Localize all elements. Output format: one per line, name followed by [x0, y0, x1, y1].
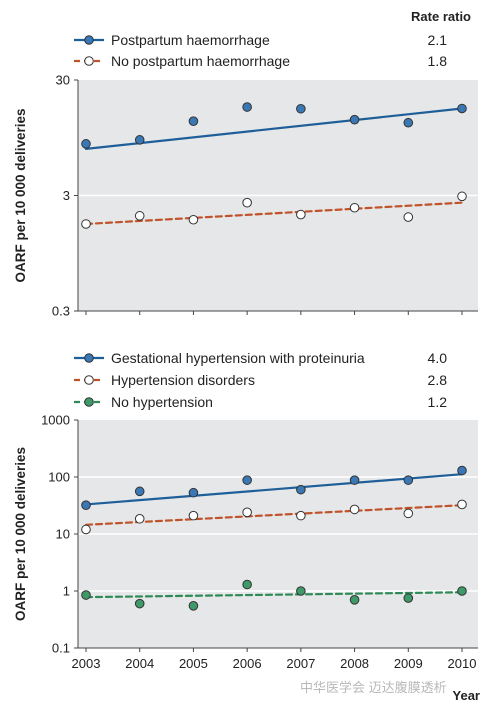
legend-label: Gestational hypertension with proteinuri… [111, 350, 365, 366]
data-point [242, 102, 252, 112]
trend-line [84, 591, 464, 599]
data-point [134, 135, 145, 145]
data-point [134, 598, 145, 609]
rate-ratio-value: 1.2 [428, 394, 448, 410]
data-point [403, 508, 414, 519]
rate-ratio-value: 2.1 [428, 32, 448, 48]
legend-swatch-marker [84, 35, 94, 45]
data-point [457, 586, 467, 596]
data-point [188, 510, 199, 521]
data-point [296, 586, 306, 596]
data-point [188, 600, 199, 611]
bottom-panel: Gestational hypertension with proteinuri… [13, 350, 480, 703]
data-point [296, 209, 306, 220]
data-point [81, 219, 91, 229]
trend-line [84, 504, 464, 526]
legend-swatch-marker [84, 397, 94, 407]
trend-line [84, 107, 464, 150]
data-point [349, 595, 360, 605]
rate-ratio-header: Rate ratio [411, 9, 471, 24]
data-point [188, 487, 199, 498]
y-tick-label: 3 [63, 188, 70, 203]
legend-label: Hypertension disorders [111, 372, 255, 388]
data-point [134, 486, 145, 497]
x-tick-label: 2006 [233, 656, 262, 671]
data-point [81, 139, 91, 149]
x-tick-label: 2007 [286, 656, 315, 671]
y-tick-label: 0.3 [52, 304, 70, 319]
legend-swatch-marker [84, 353, 94, 363]
legend-label: No hypertension [111, 394, 213, 410]
data-point [242, 197, 252, 208]
data-point [403, 117, 414, 128]
trend-line [84, 201, 464, 226]
x-tick-label: 2008 [340, 656, 369, 671]
x-axis-label: Year [453, 688, 480, 703]
data-point [403, 593, 414, 603]
data-point [296, 484, 306, 495]
data-point [457, 465, 467, 476]
y-tick-label: 1 [63, 584, 70, 599]
y-tick-label: 30 [56, 73, 70, 88]
data-point [349, 202, 360, 213]
top-panel: Rate ratio Postpartum haemorrhage 2.1 No po… [13, 9, 478, 319]
data-point [81, 500, 91, 511]
data-point [242, 475, 252, 485]
trend-line [84, 473, 464, 506]
x-tick-label: 2003 [72, 656, 101, 671]
data-point [134, 513, 145, 524]
data-point [296, 510, 306, 521]
x-tick-label: 2010 [448, 656, 477, 671]
legend-label: No postpartum haemorrhage [111, 53, 290, 69]
data-point [81, 590, 91, 600]
data-point [242, 579, 252, 590]
rate-ratio-value: 1.8 [428, 53, 448, 69]
y-tick-label: 100 [48, 470, 70, 485]
data-point [81, 524, 91, 535]
data-point [296, 103, 306, 114]
data-point [349, 504, 360, 515]
data-point [242, 507, 252, 518]
x-tick-label: 2005 [179, 656, 208, 671]
y-axis-label: OARF per 10 000 deliveries [13, 108, 28, 282]
y-tick-label: 0.1 [52, 641, 70, 656]
data-point [349, 114, 360, 125]
legend-swatch-marker [84, 56, 94, 66]
data-point [188, 116, 199, 126]
watermark-text: 中华医学会 迈达腹膜透析 [300, 680, 447, 695]
data-point [457, 103, 467, 114]
data-point [134, 211, 145, 221]
y-tick-label: 10 [56, 527, 70, 542]
data-point [349, 475, 360, 485]
data-point [457, 499, 467, 510]
data-point [403, 212, 414, 222]
rate-ratio-value: 2.8 [428, 372, 448, 388]
data-point [188, 214, 199, 225]
y-axis-label: OARF per 10 000 deliveries [13, 447, 28, 621]
x-tick-label: 2009 [394, 656, 423, 671]
rate-ratio-value: 4.0 [428, 350, 448, 366]
legend-label: Postpartum haemorrhage [111, 32, 270, 48]
data-point [457, 191, 467, 202]
legend-swatch-marker [84, 375, 94, 385]
x-tick-label: 2004 [125, 656, 154, 671]
y-tick-label: 1000 [41, 413, 70, 428]
data-point [403, 475, 414, 485]
